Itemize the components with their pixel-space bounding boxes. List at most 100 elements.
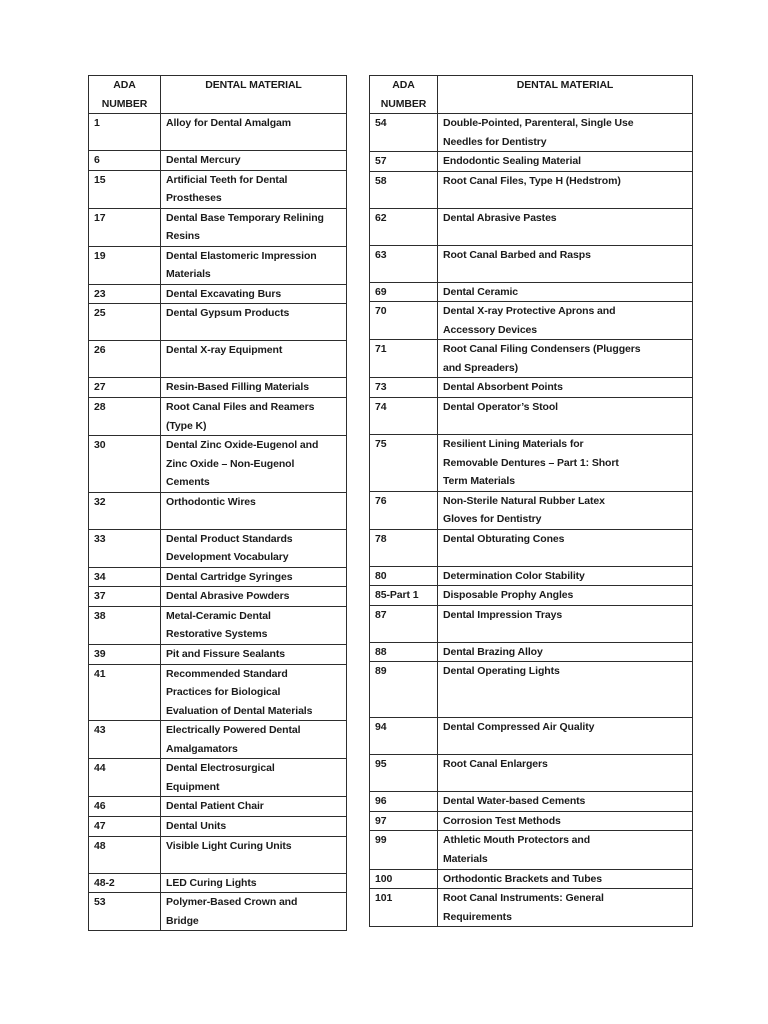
table-row: 15 Artificial Teeth for Dental Prostheses <box>88 169 347 209</box>
header-row: ADA NUMBER DENTAL MATERIAL <box>88 74 347 115</box>
table-row: 71 Root Canal Filing Condensers (Pluggers… <box>369 339 693 379</box>
material-cell: Electrically Powered Dental Amalgamators <box>160 720 347 760</box>
ada-number-cell: 33 <box>88 528 161 568</box>
table-row: 34 Dental Cartridge Syringes <box>88 566 347 588</box>
ada-number-cell: 30 <box>88 435 161 493</box>
table-row: 58 Root Canal Files, Type H (Hedstrom) <box>369 170 693 209</box>
ada-number-cell: 46 <box>88 796 161 817</box>
material-cell: Orthodontic Wires <box>160 491 347 530</box>
ada-standards-table-right: ADA NUMBER DENTAL MATERIAL 54 Double-Poin… <box>369 74 693 928</box>
ada-number-cell: 44 <box>88 758 161 798</box>
material-cell: Dental Electrosurgical Equipment <box>160 758 347 798</box>
ada-number-cell: 39 <box>88 644 161 665</box>
material-cell: Athletic Mouth Protectors and Materials <box>437 830 693 870</box>
ada-number-cell: 89 <box>369 661 438 719</box>
ada-number-cell: 101 <box>369 888 438 928</box>
table-row: 39 Pit and Fissure Sealants <box>88 644 347 665</box>
ada-number-cell: 41 <box>88 663 161 722</box>
table-row: 44 Dental Electrosurgical Equipment <box>88 758 347 798</box>
table-row: 41 Recommended Standard Practices for Bio… <box>88 663 347 722</box>
ada-number-cell: 97 <box>369 810 438 832</box>
ada-number-cell: 1 <box>88 113 161 152</box>
material-cell: Dental Absorbent Points <box>437 377 693 399</box>
material-cell: Resilient Lining Materials for Removable… <box>437 434 693 492</box>
table-row: 30 Dental Zinc Oxide-Eugenol and Zinc Oxi… <box>88 435 347 493</box>
material-cell: Resin-Based Filling Materials <box>160 377 347 399</box>
material-cell: Dental Operator’s Stool <box>437 397 693 436</box>
header-ada-number: ADA NUMBER <box>369 74 438 115</box>
material-cell: Root Canal Files, Type H (Hedstrom) <box>437 170 693 209</box>
table-row: 6 Dental Mercury <box>88 150 347 171</box>
material-cell: Orthodontic Brackets and Tubes <box>437 868 693 890</box>
ada-number-cell: 17 <box>88 207 161 247</box>
table-row: 69 Dental Ceramic <box>369 281 693 303</box>
table-row: 48 Visible Light Curing Units <box>88 835 347 874</box>
ada-number-cell: 19 <box>88 245 161 285</box>
ada-number-cell: 25 <box>88 303 161 342</box>
material-cell: Dental Excavating Burs <box>160 283 347 305</box>
material-cell: Disposable Prophy Angles <box>437 585 693 606</box>
material-cell: Alloy for Dental Amalgam <box>160 113 347 152</box>
ada-number-cell: 47 <box>88 815 161 837</box>
table-row: 32 Orthodontic Wires <box>88 491 347 530</box>
ada-number-cell: 99 <box>369 830 438 870</box>
material-cell: Pit and Fissure Sealants <box>160 644 347 665</box>
table-row: 78 Dental Obturating Cones <box>369 528 693 567</box>
table-row: 53 Polymer-Based Crown and Bridge <box>88 892 347 932</box>
material-cell: Dental Mercury <box>160 150 347 171</box>
ada-number-cell: 95 <box>369 754 438 793</box>
header-row: ADA NUMBER DENTAL MATERIAL <box>369 74 693 115</box>
table-row: 27 Resin-Based Filling Materials <box>88 377 347 399</box>
material-cell: Non-Sterile Natural Rubber Latex Gloves … <box>437 490 693 530</box>
table-row: 87 Dental Impression Trays <box>369 604 693 643</box>
table-row: 17 Dental Base Temporary Relining Resins <box>88 207 347 247</box>
table-row: 47 Dental Units <box>88 815 347 837</box>
ada-number-cell: 38 <box>88 605 161 646</box>
table-row: 1 Alloy for Dental Amalgam <box>88 113 347 152</box>
ada-number-cell: 43 <box>88 720 161 760</box>
material-cell: Dental Units <box>160 815 347 837</box>
ada-number-cell: 62 <box>369 207 438 246</box>
ada-number-cell: 58 <box>369 170 438 209</box>
table-row: 33 Dental Product Standards Development V… <box>88 528 347 568</box>
material-cell: Artificial Teeth for Dental Prostheses <box>160 169 347 209</box>
ada-number-cell: 23 <box>88 283 161 305</box>
material-cell: Recommended Standard Practices for Biolo… <box>160 663 347 722</box>
ada-number-cell: 28 <box>88 397 161 437</box>
ada-number-cell: 88 <box>369 641 438 663</box>
table-row: 94 Dental Compressed Air Quality <box>369 717 693 756</box>
material-cell: Root Canal Files and Reamers (Type K) <box>160 397 347 437</box>
material-cell: Dental Gypsum Products <box>160 303 347 342</box>
material-cell: Root Canal Barbed and Rasps <box>437 244 693 283</box>
ada-number-cell: 69 <box>369 281 438 303</box>
table-row: 38 Metal-Ceramic Dental Restorative Syste… <box>88 605 347 646</box>
table-row: 25 Dental Gypsum Products <box>88 303 347 342</box>
table-row: 100 Orthodontic Brackets and Tubes <box>369 868 693 890</box>
table-row: 43 Electrically Powered Dental Amalgamato… <box>88 720 347 760</box>
table-row: 19 Dental Elastomeric Impression Material… <box>88 245 347 285</box>
header-dental-material: DENTAL MATERIAL <box>437 74 693 115</box>
material-cell: Root Canal Enlargers <box>437 754 693 793</box>
table-row: 37 Dental Abrasive Powders <box>88 586 347 607</box>
ada-number-cell: 54 <box>369 113 438 153</box>
material-cell: Dental Elastomeric Impression Materials <box>160 245 347 285</box>
table-row: 75 Resilient Lining Materials for Removab… <box>369 434 693 492</box>
material-cell: Determination Color Stability <box>437 565 693 587</box>
material-cell: Dental Base Temporary Relining Resins <box>160 207 347 247</box>
material-cell: Dental Zinc Oxide-Eugenol and Zinc Oxide… <box>160 435 347 493</box>
ada-number-cell: 75 <box>369 434 438 492</box>
material-cell: Root Canal Filing Condensers (Pluggers a… <box>437 339 693 379</box>
table-row: 99 Athletic Mouth Protectors and Material… <box>369 830 693 870</box>
ada-standards-table-left: ADA NUMBER DENTAL MATERIAL 1 Alloy for De… <box>88 74 347 932</box>
table-row: 97 Corrosion Test Methods <box>369 810 693 832</box>
material-cell: Root Canal Instruments: General Requirem… <box>437 888 693 928</box>
material-cell: Metal-Ceramic Dental Restorative Systems <box>160 605 347 646</box>
ada-number-cell: 15 <box>88 169 161 209</box>
material-cell: Dental Abrasive Powders <box>160 586 347 607</box>
ada-number-cell: 53 <box>88 892 161 932</box>
material-cell: Dental Brazing Alloy <box>437 641 693 663</box>
header-ada-number: ADA NUMBER <box>88 74 161 115</box>
ada-number-cell: 71 <box>369 339 438 379</box>
table-row: 63 Root Canal Barbed and Rasps <box>369 244 693 283</box>
ada-number-cell: 76 <box>369 490 438 530</box>
